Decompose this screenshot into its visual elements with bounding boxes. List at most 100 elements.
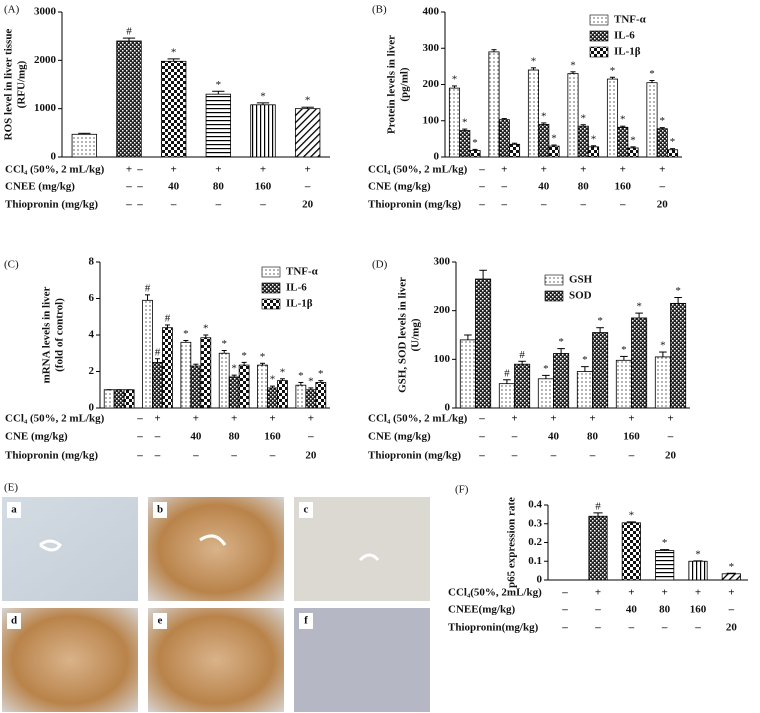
- cell: +: [305, 164, 311, 176]
- significance-label: *: [597, 315, 603, 327]
- cell: +: [595, 587, 601, 599]
- significance-label: *: [305, 95, 311, 107]
- y-tick-label: 0: [537, 574, 543, 586]
- y-axis-label: GSH, SOD levels in liver: [397, 277, 409, 393]
- cell: +: [511, 413, 517, 425]
- y-axis-label: Protein levels in liver: [386, 35, 398, 134]
- bar: [646, 82, 658, 158]
- significance-label: *: [298, 370, 304, 382]
- bar: [123, 389, 135, 409]
- y-tick-label: 2: [89, 365, 95, 377]
- bar: [537, 378, 554, 409]
- y-axis-label: mRNA levels in liver: [41, 286, 53, 383]
- cell: +: [589, 413, 595, 425]
- bar: [548, 145, 560, 158]
- y-tick-label: 3000: [34, 6, 57, 18]
- row-label: CCl₄ (50%, 2 mL/kg): [5, 413, 105, 425]
- bar: [508, 143, 521, 158]
- bar: [577, 125, 589, 158]
- bar: [103, 389, 115, 409]
- bar: [315, 382, 327, 409]
- cell: –: [215, 199, 222, 211]
- cell: –: [661, 622, 668, 634]
- legend-label: TNF-α: [286, 266, 319, 278]
- bar: [615, 359, 632, 409]
- cell: –: [561, 604, 568, 616]
- significance-label: *: [636, 301, 642, 313]
- cell: +: [662, 587, 668, 599]
- significance-label: #: [595, 500, 601, 512]
- legend-label: IL-1β: [286, 298, 313, 310]
- y-tick-label: 0: [445, 402, 451, 414]
- row-label: CNE (mg/kg): [368, 181, 431, 193]
- significance-label: *: [452, 73, 458, 85]
- y-axis-label: p65 expression rate: [506, 497, 518, 588]
- micrograph-label: b: [157, 504, 163, 516]
- bar: [190, 365, 202, 409]
- cell: –: [511, 431, 518, 443]
- bar: [305, 389, 317, 409]
- cell: –: [154, 450, 161, 462]
- significance-label: *: [231, 363, 237, 375]
- cell: –: [154, 431, 161, 443]
- cell: –: [561, 587, 568, 599]
- row-label: Thiopronin (mg/kg): [368, 199, 461, 211]
- bar: [218, 352, 230, 409]
- legend-label: IL-6: [286, 282, 307, 294]
- cell: +: [171, 164, 177, 176]
- panel-label: (A): [4, 4, 20, 16]
- significance-label: *: [675, 285, 681, 297]
- bar: [631, 317, 648, 409]
- bar: [654, 356, 671, 409]
- cell: 80: [659, 604, 671, 616]
- label-box: [7, 613, 21, 629]
- cell: –: [478, 199, 485, 211]
- cell: +: [580, 164, 586, 176]
- y-axis-label: ROS level in liver tissue: [3, 29, 15, 141]
- significance-label: *: [543, 363, 549, 375]
- bar: [617, 126, 629, 158]
- cell: –: [561, 622, 568, 634]
- row-label: CCl₄ (50%, 2 mL/kg): [5, 164, 105, 176]
- bar: [295, 384, 307, 409]
- cell: –: [307, 431, 314, 443]
- cell: –: [125, 181, 132, 193]
- cell: 40: [190, 431, 202, 443]
- cell: +: [193, 413, 199, 425]
- bar: [152, 361, 163, 409]
- bar: [587, 146, 600, 158]
- significance-label: *: [270, 374, 276, 386]
- bar: [475, 278, 492, 409]
- significance-label: *: [729, 561, 735, 573]
- cell: +: [154, 413, 160, 425]
- legend-swatch: [589, 14, 609, 26]
- cell: –: [136, 181, 143, 193]
- significance-label: *: [216, 79, 222, 91]
- significance-label: #: [504, 367, 510, 379]
- cell: –: [230, 450, 237, 462]
- cell: +: [550, 413, 556, 425]
- bar: [498, 119, 510, 158]
- cell: –: [694, 622, 701, 634]
- cell: +: [231, 413, 237, 425]
- cell: –: [728, 604, 735, 616]
- significance-label: #: [126, 26, 132, 38]
- bar: [627, 147, 639, 158]
- cell: –: [136, 413, 143, 425]
- legend-label: IL-6: [614, 30, 635, 42]
- cell: –: [192, 450, 199, 462]
- label-box: [299, 613, 313, 629]
- row-label: CCl₄ (50%, 2 mL/kg): [368, 164, 468, 176]
- significance-label: *: [203, 323, 209, 335]
- bar: [257, 364, 268, 409]
- cell: +: [215, 164, 221, 176]
- significance-label: *: [629, 509, 635, 521]
- significance-label: *: [183, 328, 189, 340]
- significance-label: *: [462, 117, 468, 129]
- bar: [567, 73, 579, 158]
- cell: 160: [255, 181, 272, 193]
- cell: –: [550, 450, 557, 462]
- cell: 20: [665, 450, 677, 462]
- significance-label: #: [155, 346, 161, 358]
